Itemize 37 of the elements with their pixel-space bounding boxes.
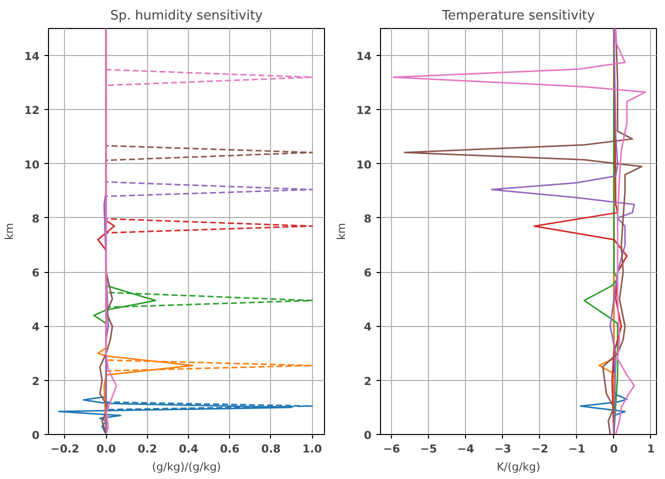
y-tick-label: 2	[32, 374, 40, 388]
y-tick-label: 14	[356, 50, 372, 64]
y-tick-label: 0	[32, 429, 40, 442]
y-tick-label: 6	[32, 266, 40, 280]
y-tick-label: 14	[24, 50, 40, 64]
y-tick-label: 0	[364, 429, 372, 442]
x-tick-label: −2	[531, 442, 548, 456]
y-tick-label: 12	[24, 104, 40, 118]
y-tick-label: 10	[24, 158, 40, 172]
x-tick-label: 1	[647, 442, 655, 456]
x-tick-label: −4	[457, 442, 474, 456]
x-tick-label: −1	[568, 442, 586, 456]
x-tick-label: 0	[610, 442, 618, 456]
x-tick-label: 0.8	[261, 442, 281, 456]
y-tick-label: 6	[364, 266, 372, 280]
y-tick-label: 8	[32, 212, 40, 226]
y-tick-label: 4	[32, 320, 40, 334]
y-tick-label: 12	[356, 104, 372, 118]
x-axis-title: K/(g/kg)	[496, 460, 540, 474]
x-tick-label: 0.6	[220, 442, 240, 456]
y-tick-label: 4	[364, 320, 372, 334]
y-axis-title: km	[3, 222, 16, 240]
chart-title: Sp. humidity sensitivity	[110, 8, 264, 24]
y-tick-label: 2	[364, 374, 372, 388]
x-tick-label: 0.2	[138, 442, 158, 456]
x-tick-label: −3	[494, 442, 512, 456]
chart-title: Temperature sensitivity	[441, 8, 596, 24]
x-tick-label: 0.0	[96, 442, 116, 456]
x-tick-label: 1.0	[302, 442, 322, 456]
y-tick-label: 10	[356, 158, 372, 172]
x-axis-title: (g/kg)/(g/kg)	[152, 460, 221, 474]
x-tick-label: 0.4	[178, 442, 199, 456]
x-tick-label: −5	[420, 442, 438, 456]
x-tick-label: −6	[383, 442, 400, 456]
x-tick-label: −0.2	[50, 442, 80, 456]
y-tick-label: 8	[364, 212, 372, 226]
y-axis-title: km	[335, 222, 348, 240]
